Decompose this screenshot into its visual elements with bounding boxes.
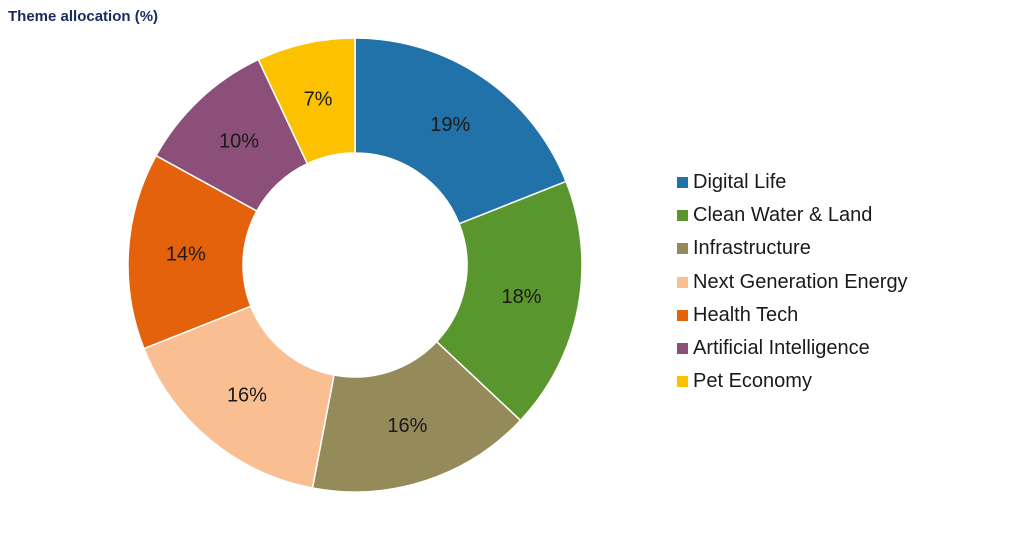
legend-label: Next Generation Energy	[693, 270, 908, 293]
legend-item-next-generation-energy: Next Generation Energy	[677, 266, 908, 299]
slice-infrastructure	[311, 340, 522, 493]
legend-swatch	[677, 243, 688, 255]
legend-swatch	[677, 376, 688, 388]
legend-item-artificial-intelligence: Artificial Intelligence	[677, 332, 908, 365]
legend-swatch	[677, 309, 688, 321]
legend-item-digital-life: Digital Life	[677, 166, 908, 199]
slice-label-digital-life: 19%	[430, 114, 470, 136]
slice-label-health-tech: 14%	[166, 243, 206, 265]
legend-swatch	[677, 343, 688, 355]
chart-title: Theme allocation (%)	[8, 8, 159, 25]
legend-item-pet-economy: Pet Economy	[677, 365, 908, 398]
legend-swatch	[677, 177, 688, 189]
legend-item-infrastructure: Infrastructure	[677, 232, 908, 265]
slice-label-infrastructure: 16%	[387, 415, 427, 437]
legend-label: Infrastructure	[693, 237, 811, 260]
legend-item-clean-water-land: Clean Water & Land	[677, 199, 908, 232]
slice-next-generation-energy	[142, 305, 335, 489]
slice-digital-life	[354, 37, 568, 225]
legend-label: Health Tech	[693, 303, 799, 326]
legend-swatch	[677, 210, 688, 222]
legend-label: Pet Economy	[693, 370, 812, 393]
legend-label: Clean Water & Land	[693, 204, 873, 227]
legend-swatch	[677, 276, 688, 288]
slice-pet-economy	[257, 37, 356, 165]
chart-legend: Digital Life Clean Water & Land Infrastruc…	[677, 166, 908, 398]
slice-label-pet-economy: 7%	[304, 89, 333, 111]
slice-label-next-generation-energy: 16%	[227, 385, 267, 407]
legend-label: Artificial Intelligence	[693, 337, 870, 360]
legend-item-health-tech: Health Tech	[677, 299, 908, 332]
slice-clean-water-land	[435, 180, 583, 422]
slice-label-clean-water-land: 18%	[501, 286, 541, 308]
slice-label-artificial-intelligence: 10%	[219, 130, 259, 152]
legend-label: Digital Life	[693, 171, 787, 194]
